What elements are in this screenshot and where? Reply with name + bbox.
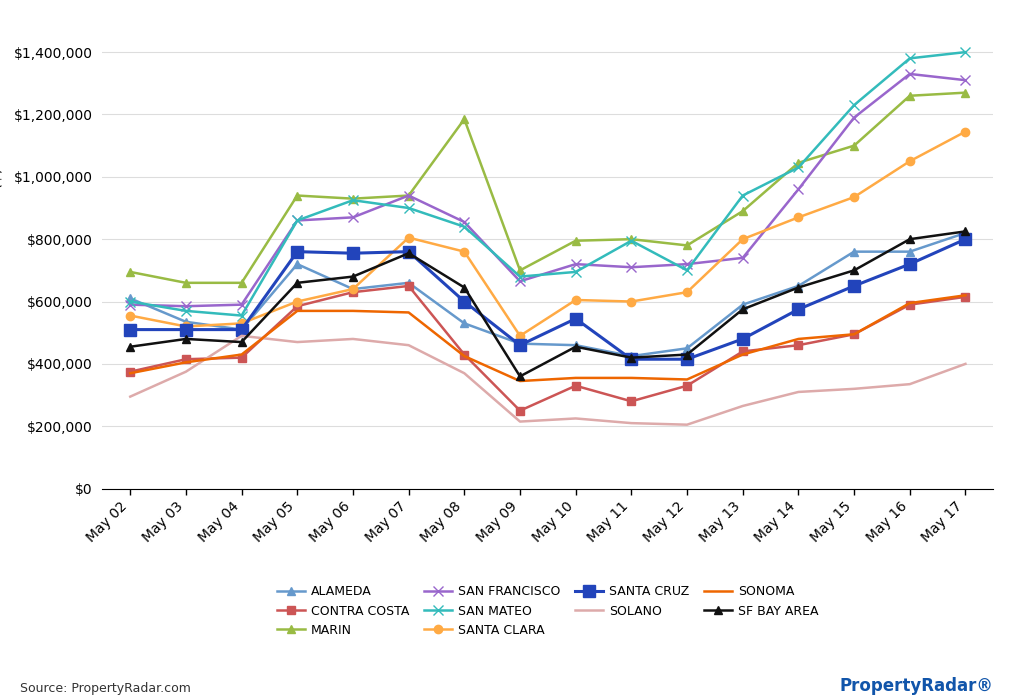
Text: Source: PropertyRadar.com: Source: PropertyRadar.com — [20, 681, 191, 695]
Text: PropertyRadar®: PropertyRadar® — [840, 676, 993, 695]
Legend: ALAMEDA, CONTRA COSTA, MARIN, SAN FRANCISCO, SAN MATEO, SANTA CLARA, SANTA CRUZ,: ALAMEDA, CONTRA COSTA, MARIN, SAN FRANCI… — [270, 579, 825, 643]
Y-axis label: Median Home Price ($): Median Home Price ($) — [0, 168, 3, 342]
